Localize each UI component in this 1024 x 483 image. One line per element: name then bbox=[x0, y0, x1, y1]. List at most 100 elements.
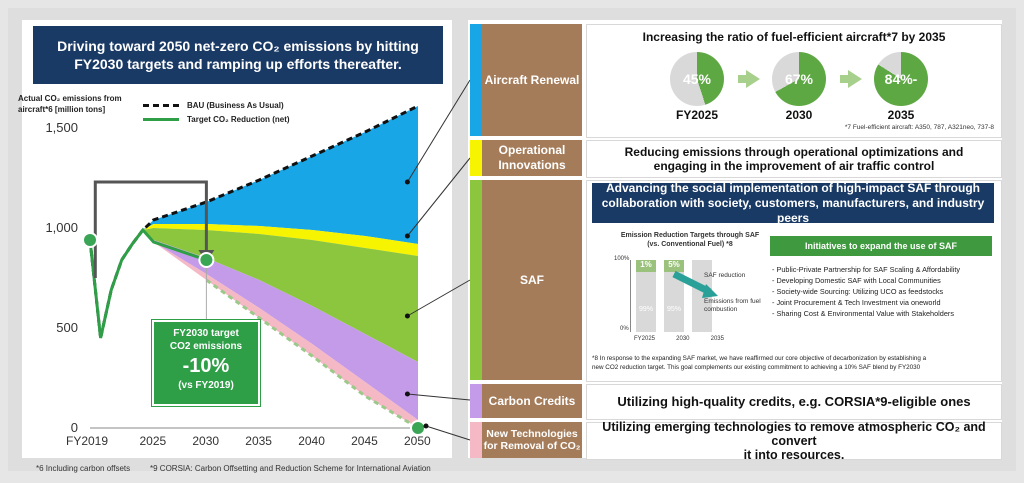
target-line bbox=[88, 227, 207, 339]
saf-mini-title-2: (vs. Conventional Fuel) *8 bbox=[647, 241, 733, 248]
donut-fy2025-value: 45% bbox=[682, 71, 712, 87]
stripe-carbon bbox=[470, 384, 482, 418]
initiative-item: Sharing Cost & Environmental Value with … bbox=[772, 308, 994, 319]
mini-x-2030: 2030 bbox=[676, 336, 690, 342]
newtech-line-1: Utilizing emerging technologies to remov… bbox=[602, 420, 986, 448]
year-2035: 2035 bbox=[887, 108, 915, 122]
x-tick-2025: 2025 bbox=[139, 434, 167, 448]
donut-2030: 67% bbox=[772, 52, 826, 106]
initiatives-list: Public-Private Partnership for SAF Scali… bbox=[772, 264, 994, 319]
stripe-saf bbox=[470, 180, 482, 380]
y-axis-title: Actual CO₂ emissions from aircraft*6 [mi… bbox=[18, 93, 138, 115]
arrow-2-bar bbox=[840, 75, 848, 83]
legend-bau-swatch bbox=[143, 103, 179, 107]
y-tick-1500: 1,500 bbox=[45, 120, 78, 135]
saf-note-line-1: *8 In response to the expanding SAF mark… bbox=[592, 355, 927, 362]
mini-trend-arrow bbox=[672, 270, 718, 298]
donut-fy2025: 45% bbox=[670, 52, 724, 106]
marker-0 bbox=[84, 234, 96, 246]
banner-line-1: Driving toward 2050 net-zero CO₂ emissio… bbox=[57, 38, 419, 54]
mini-bar-2030-saf: 5% bbox=[664, 260, 684, 272]
x-tick-fy2019: FY2019 bbox=[66, 434, 109, 448]
mini-bar-fy2025 bbox=[636, 260, 656, 332]
bau-line bbox=[88, 104, 419, 339]
year-2030: 2030 bbox=[785, 108, 813, 122]
initiative-item: Public-Private Partnership for SAF Scali… bbox=[772, 264, 994, 275]
mini-x-2035: 2035 bbox=[710, 336, 724, 342]
chart-banner: Driving toward 2050 net-zero CO₂ emissio… bbox=[33, 26, 443, 84]
connector-line-1 bbox=[407, 157, 471, 237]
connector-line-3 bbox=[407, 393, 471, 401]
year-fy2025: FY2025 bbox=[675, 108, 719, 122]
connector-dot-1 bbox=[404, 233, 410, 239]
area-new-technologies bbox=[142, 230, 418, 428]
callout-line-2: CO2 emissions bbox=[169, 341, 243, 352]
x-tick-2050: 2050 bbox=[404, 434, 431, 448]
mini-y-top: 100% bbox=[614, 256, 630, 262]
x-tick-2035: 2035 bbox=[245, 434, 272, 448]
aircraft-note: *7 Fuel-efficient aircraft: A350, 787, A… bbox=[844, 124, 994, 131]
category-saf: SAF bbox=[482, 180, 582, 380]
mini-y-bottom: 0% bbox=[620, 326, 629, 332]
legend-bau: BAU (Business As Usual) bbox=[143, 98, 290, 112]
marker-2 bbox=[412, 422, 424, 434]
stripe-aircraft bbox=[470, 24, 482, 136]
operational-line-1: Reducing emissions through operational o… bbox=[624, 145, 964, 159]
carbon-text: Utilizing high-quality credits, e.g. COR… bbox=[617, 394, 971, 409]
legend-bau-label: BAU (Business As Usual) bbox=[187, 100, 284, 110]
mini-bar-fy2025-saf: 1% bbox=[636, 260, 656, 272]
stripe-operational bbox=[470, 140, 482, 176]
area-operational-innovations bbox=[142, 224, 418, 256]
y-axis-title-line-1: Actual CO₂ emissions from bbox=[18, 94, 122, 103]
mini-bar-2030-comb: 95% bbox=[666, 306, 681, 313]
saf-mini-title-1: Emission Reduction Targets through SAF bbox=[620, 232, 760, 239]
saf-mini-title: Emission Reduction Targets through SAF (… bbox=[610, 231, 770, 249]
saf-note-line-2: new CO2 reduction target. This goal comp… bbox=[592, 364, 921, 371]
banner-line-2: FY2030 targets and ramping up efforts th… bbox=[74, 56, 402, 72]
mini-legend-saf: SAF reduction bbox=[704, 272, 746, 279]
saf-note: *8 In response to the expanding SAF mark… bbox=[592, 354, 996, 372]
operational-panel: Reducing emissions through operational o… bbox=[586, 140, 1002, 178]
saf-banner-line-1: Advancing the social implementation of h… bbox=[605, 180, 980, 195]
arrow-1 bbox=[746, 70, 760, 88]
y-axis-title-line-2: aircraft*6 [million tons] bbox=[18, 105, 106, 114]
initiative-item: Developing Domestic SAF with Local Commu… bbox=[772, 275, 994, 286]
stripe-newtech bbox=[470, 422, 482, 458]
connector-dot-4 bbox=[423, 423, 429, 429]
x-tick-2040: 2040 bbox=[298, 434, 325, 448]
legend-target-swatch bbox=[143, 117, 179, 121]
footnote-9: *9 CORSIA: Carbon Offsetting and Reducti… bbox=[150, 464, 431, 473]
mini-axis bbox=[630, 260, 631, 332]
marker-1 bbox=[200, 254, 213, 266]
operational-line-2: engaging in the improvement of air traff… bbox=[653, 159, 935, 173]
callout-value: -10% bbox=[182, 355, 230, 377]
mini-bar-2035 bbox=[692, 260, 712, 332]
footnote-6: *6 Including carbon offsets bbox=[36, 464, 131, 473]
callout-line-3: (vs FY2019) bbox=[178, 380, 234, 391]
callout-line-1: FY2030 target bbox=[173, 328, 239, 339]
arrow-1-bar bbox=[738, 75, 746, 83]
mini-bar-fy2025-comb: 99% bbox=[638, 306, 653, 313]
x-tick-2045: 2045 bbox=[351, 434, 378, 448]
initiatives-header: Initiatives to expand the use of SAF bbox=[770, 236, 992, 256]
legend-target-label: Target CO₂ Reduction (net) bbox=[187, 114, 290, 124]
saf-banner-line-2: collaboration with society, customers, m… bbox=[601, 195, 985, 225]
carbon-credits-panel: Utilizing high-quality credits, e.g. COR… bbox=[586, 384, 1002, 420]
new-tech-panel: Utilizing emerging technologies to remov… bbox=[586, 420, 1002, 462]
arrow-2 bbox=[848, 70, 862, 88]
newtech-line-2: it into resources. bbox=[743, 448, 845, 462]
connector-dot-2 bbox=[404, 313, 410, 319]
chart-legend: BAU (Business As Usual) Target CO₂ Reduc… bbox=[143, 98, 290, 126]
connector-dot-0 bbox=[404, 179, 410, 185]
comparison-bracket bbox=[93, 180, 208, 278]
target-projection bbox=[205, 278, 419, 430]
mini-x-fy2025: FY2025 bbox=[634, 336, 656, 342]
fy2030-target-callout: FY2030 target CO2 emissions -10% (vs FY2… bbox=[152, 320, 260, 406]
connector-dot-3 bbox=[404, 391, 410, 397]
legend-target: Target CO₂ Reduction (net) bbox=[143, 112, 290, 126]
category-aircraft-renewal: Aircraft Renewal bbox=[482, 24, 582, 136]
initiative-item: Joint Procurement & Tech Investment via … bbox=[772, 297, 994, 308]
y-tick-0: 0 bbox=[70, 420, 78, 435]
category-new-technologies: New Technologies for Removal of CO₂ bbox=[482, 422, 582, 458]
